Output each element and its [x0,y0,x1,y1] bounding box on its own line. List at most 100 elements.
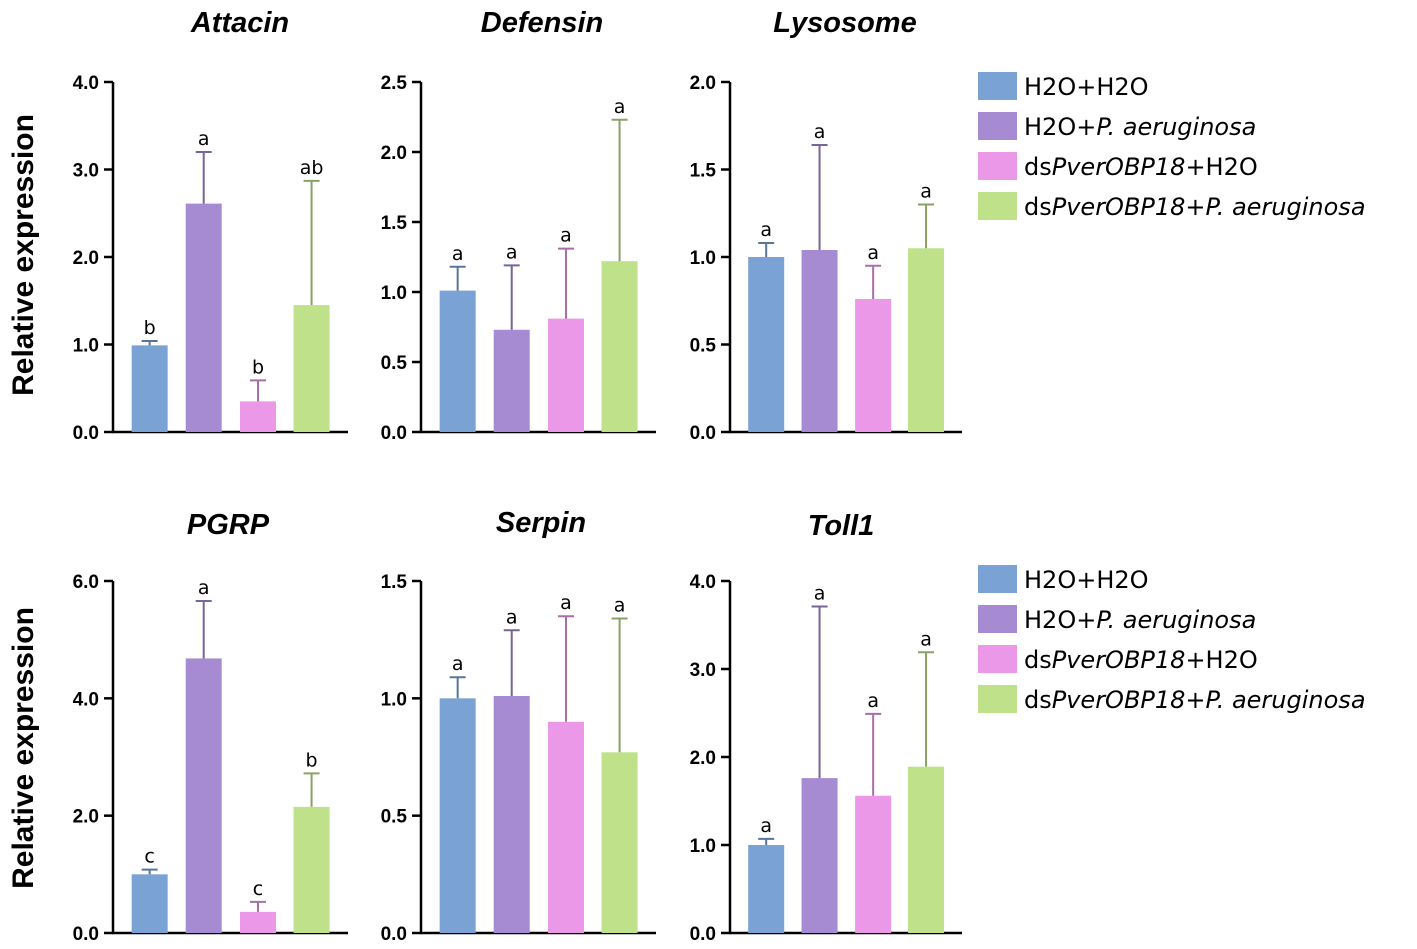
significance-letter-3: b [252,356,264,378]
y-tick-label: 0.0 [73,423,99,444]
panel-title: Attacin [190,7,289,39]
y-tick-label: 1.0 [73,336,99,357]
significance-letter-1: a [760,815,772,837]
y-tick-label: 0.0 [690,423,716,444]
significance-letter-3: a [560,225,572,247]
panel-title: Lysosome [773,7,916,39]
y-tick-label: 0.0 [690,924,716,945]
legend-1: H2O+H2O H2O+P. aeruginosa dsPverOBP18+H2O d… [978,72,1366,221]
bar-3 [239,911,276,933]
y-tick-label: 4.0 [73,689,99,710]
legend-label-4: dsPverOBP18+P. aeruginosa [1024,193,1366,221]
bar-3 [547,721,584,933]
legend-label-3: dsPverOBP18+H2O [1024,153,1258,181]
significance-letter-2: a [506,606,518,628]
bar-1 [439,698,476,933]
significance-letter-4: a [614,96,626,118]
y-tick-label: 2.0 [73,807,99,828]
legend-label-1: H2O+H2O [1024,566,1149,594]
bar-4 [908,248,945,432]
y-tick-label: 0.5 [381,353,408,374]
significance-letter-4: b [306,749,318,771]
significance-letter-1: a [452,653,464,675]
significance-letter-2: a [814,121,826,143]
legend-label-3: dsPverOBP18+H2O [1024,646,1258,674]
y-tick-label: 1.5 [381,572,408,593]
legend-swatch-4 [978,192,1017,220]
y-tick-label: 0.5 [690,336,717,357]
chart-panel-defensin: Defensin 0.0 0.5 1.0 1.5 2.0 2.5 a a a a [381,7,656,444]
bar-2 [493,329,530,432]
significance-letter-2: a [506,241,518,263]
chart-panel-toll1: Toll1 0.0 1.0 2.0 3.0 4.0 a a a a [690,510,962,945]
y-tick-label: 3.0 [73,161,99,182]
bar-1 [748,845,785,933]
panel-title: Serpin [496,507,586,539]
significance-letter-3: a [867,242,879,264]
y-tick-label: 0.0 [73,924,99,945]
legend-label-2: H2O+P. aeruginosa [1024,113,1256,141]
legend-swatch-3 [978,152,1017,180]
y-tick-label: 3.0 [690,660,716,681]
bar-2 [185,203,222,432]
y-tick-label: 0.0 [381,924,407,945]
significance-letter-1: a [760,219,772,241]
y-tick-label: 2.0 [690,748,716,769]
bar-1 [748,257,785,432]
y-tick-label: 0.5 [381,807,408,828]
bar-4 [601,261,638,432]
bar-4 [601,752,638,933]
y-tick-label: 4.0 [690,572,716,593]
y-tick-label: 2.0 [690,73,716,94]
chart-panel-attacin: Attacin Relative expression 0.0 1.0 2.0 3.0 4.… [7,7,348,444]
y-axis-label: Relative expression [7,607,40,889]
significance-letter-4: a [920,181,932,203]
significance-letter-3: a [867,690,879,712]
legend-swatch-1 [978,72,1017,100]
bar-3 [855,299,892,432]
y-tick-label: 2.0 [381,143,407,164]
panel-title: Defensin [481,7,603,39]
y-tick-label: 0.0 [381,423,407,444]
bar-2 [801,778,838,933]
significance-letter-2: a [198,128,210,150]
legend-swatch-3 [978,645,1017,673]
bar-4 [908,766,945,933]
y-tick-label: 1.5 [690,161,717,182]
y-tick-label: 1.5 [381,213,408,234]
bar-4 [293,305,330,432]
bar-2 [185,658,222,933]
significance-letter-2: a [814,583,826,605]
legend-label-2: H2O+P. aeruginosa [1024,606,1256,634]
bar-3 [855,795,892,933]
y-tick-label: 1.0 [690,248,716,269]
bar-2 [801,250,838,432]
bar-1 [439,290,476,432]
y-tick-label: 1.0 [381,689,407,710]
legend-swatch-2 [978,605,1017,633]
bar-3 [547,318,584,432]
legend-label-4: dsPverOBP18+P. aeruginosa [1024,686,1366,714]
legend-2: H2O+H2O H2O+P. aeruginosa dsPverOBP18+H2O d… [978,565,1366,714]
significance-letter-1: a [452,243,464,265]
y-tick-label: 1.0 [381,283,407,304]
bar-1 [131,345,168,432]
chart-panel-pgrp: PGRP Relative expression 0.0 2.0 4.0 6.0 c a c b [7,509,348,945]
y-tick-label: 1.0 [690,836,716,857]
y-axis-label: Relative expression [7,114,40,396]
y-tick-label: 2.5 [381,73,408,94]
bar-1 [131,874,168,933]
significance-letter-4: a [614,595,626,617]
chart-panel-serpin: Serpin 0.0 0.5 1.0 1.5 a a a a [381,507,656,945]
significance-letter-3: c [253,878,263,900]
y-tick-label: 4.0 [73,73,99,94]
y-tick-label: 2.0 [73,248,99,269]
significance-letter-4: a [920,628,932,650]
significance-letter-4: ab [300,157,324,179]
bar-3 [239,401,276,432]
significance-letter-3: a [560,592,572,614]
significance-letter-1: b [144,317,156,339]
bar-4 [293,806,330,933]
legend-label-1: H2O+H2O [1024,73,1149,101]
